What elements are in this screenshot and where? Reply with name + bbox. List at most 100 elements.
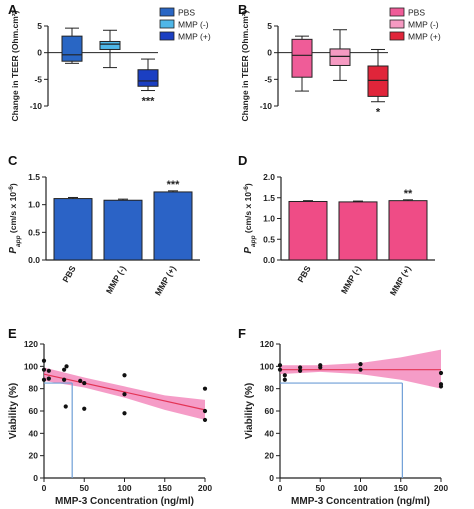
x-tick-label-F: 0 xyxy=(278,483,283,493)
box-mmp xyxy=(99,29,121,69)
data-point xyxy=(122,411,127,416)
y-axis-label-part: P xyxy=(8,247,19,254)
data-point xyxy=(358,367,363,372)
box-panel-A: 5 0 -5 -10 Change in TEER (Ohm.cm²) *** PBS MMP… xyxy=(10,8,211,122)
x-tick-label-C: PBS xyxy=(60,264,78,284)
y-axis-label-B: Change in TEER (Ohm.cm²) xyxy=(240,10,250,121)
data-point xyxy=(46,368,51,373)
y-axis-label-part: (cm/s x 10 xyxy=(243,192,253,236)
scatter-panel-E: 0 20 40 60 80 100 120 0 50 100 150 200 MMP-3 Concent… xyxy=(8,339,212,507)
data-point xyxy=(282,373,287,378)
y-tick-label-F: 120 xyxy=(260,339,274,349)
y-tick-label-B: 5 xyxy=(267,21,272,31)
x-tick-label-E: 150 xyxy=(158,483,172,493)
box-body xyxy=(329,48,351,66)
legend-entry: PBS xyxy=(178,8,195,18)
y-tick-label-B: -5 xyxy=(264,74,272,84)
y-tick-label-E: 120 xyxy=(24,339,38,349)
y-tick-label-A: -5 xyxy=(34,74,42,84)
y-tick-label-E: 60 xyxy=(29,406,39,416)
data-point xyxy=(277,363,283,368)
y-axis-label-part: ) xyxy=(8,183,18,186)
scatter-panel-F: 0 20 40 60 80 100 120 0 50 100 150 200 MMP-3 Concent… xyxy=(244,339,448,507)
y-tick-label-A: 0 xyxy=(37,48,42,58)
legend-swatch xyxy=(159,31,175,41)
data-point xyxy=(41,377,47,382)
y-tick-label-D: 0.0 xyxy=(263,255,275,265)
data-point xyxy=(46,376,51,381)
y-tick-label-C: 1.0 xyxy=(28,200,40,210)
y-tick-label-E: 0 xyxy=(33,473,38,483)
y-axis-label-part: -6 xyxy=(8,186,15,192)
bar-panel-D: 0.0 0.5 1.0 1.5 2.0 Papp (cm/s x 10-6) PBS MMP … xyxy=(243,172,435,297)
legend-swatch xyxy=(159,19,175,29)
x-axis-label-F: MMP-3 Concentration (ng/ml) xyxy=(291,496,430,507)
y-tick-label-D: 2.0 xyxy=(263,172,275,182)
data-point xyxy=(202,417,208,423)
x-tick-label-E: 200 xyxy=(198,483,212,493)
significance-label-A: *** xyxy=(142,96,156,108)
y-axis-label-part: (cm/s x 10 xyxy=(8,192,18,236)
y-tick-label-E: 20 xyxy=(29,451,39,461)
panel-label-F: F xyxy=(238,326,246,341)
y-axis-label-D: Papp (cm/s x 10-6) xyxy=(243,183,257,254)
y-axis-label-part: app xyxy=(15,235,22,247)
y-tick-label-F: 100 xyxy=(260,361,274,371)
panel-label-D: D xyxy=(238,153,247,168)
box-body xyxy=(99,40,121,50)
legend-entry: MMP (-) xyxy=(178,20,209,30)
legend-entry: MMP (-) xyxy=(408,20,439,30)
y-axis-label-part: app xyxy=(250,235,257,247)
y-tick-label-E: 40 xyxy=(29,428,39,438)
legend-A: PBS MMP (-) MMP (+) xyxy=(159,7,211,42)
legend-entry: MMP (+) xyxy=(178,32,211,42)
legend-entry: PBS xyxy=(408,8,425,18)
box-pbs xyxy=(291,35,313,92)
y-tick-label-F: 60 xyxy=(265,406,275,416)
y-tick-label-C: 0.5 xyxy=(28,227,40,237)
legend-swatch xyxy=(389,19,405,29)
x-tick-label-F: 100 xyxy=(353,483,367,493)
data-point xyxy=(202,386,208,391)
y-tick-label-F: 20 xyxy=(265,451,275,461)
fit-line-E xyxy=(43,373,206,411)
x-tick-label-F: 150 xyxy=(394,483,408,493)
x-tick-label-F: 50 xyxy=(316,483,326,493)
x-tick-label-E: 0 xyxy=(42,483,47,493)
y-tick-label-F: 80 xyxy=(265,384,275,394)
bar-mmp xyxy=(103,199,143,261)
box-mmp xyxy=(367,48,389,103)
data-point xyxy=(438,370,444,376)
y-axis-label-part: P xyxy=(243,247,254,254)
data-point xyxy=(122,373,127,378)
legend-swatch xyxy=(159,7,175,17)
box-body xyxy=(291,38,313,78)
x-tick-label-D: MMP (-) xyxy=(339,264,363,296)
bar-mmp xyxy=(338,201,378,261)
data-point xyxy=(82,406,87,411)
x-tick-label-E: 100 xyxy=(117,483,131,493)
panel-label-C: C xyxy=(8,153,18,168)
box-body xyxy=(137,69,159,87)
y-axis-label-C: Papp (cm/s x 10-6) xyxy=(8,183,22,254)
y-tick-label-D: 1.5 xyxy=(263,193,275,203)
data-point xyxy=(82,380,87,386)
data-point xyxy=(277,367,283,372)
significance-label-D: ** xyxy=(404,188,413,200)
y-tick-label-B: 0 xyxy=(267,48,272,58)
data-point xyxy=(41,367,47,372)
data-point xyxy=(78,378,83,383)
y-tick-label-C: 1.5 xyxy=(28,172,40,182)
legend-swatch xyxy=(389,31,405,41)
y-axis-label-F: Viability (%) xyxy=(244,383,255,440)
data-point xyxy=(64,364,69,369)
data-point xyxy=(298,368,303,373)
data-point xyxy=(41,358,47,363)
box-pbs xyxy=(61,27,83,64)
y-tick-label-D: 1.0 xyxy=(263,214,275,224)
y-axis-label-part: -6 xyxy=(243,186,250,192)
box-mmp xyxy=(329,29,351,81)
y-tick-label-A: 5 xyxy=(37,21,42,31)
significance-label-B: * xyxy=(376,107,381,119)
